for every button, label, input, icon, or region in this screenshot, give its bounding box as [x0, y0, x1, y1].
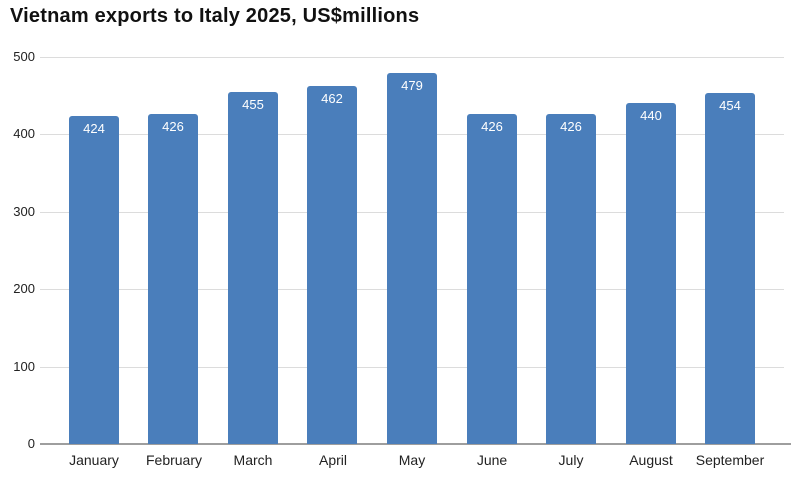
- bar-august[interactable]: 440: [626, 103, 676, 444]
- bar-value-label: 426: [481, 119, 503, 134]
- bar-january[interactable]: 424: [69, 116, 119, 444]
- bar-value-label: 426: [162, 119, 184, 134]
- x-axis-label-august: August: [629, 452, 673, 468]
- y-axis-label-100: 100: [13, 359, 35, 374]
- bar-may[interactable]: 479: [387, 73, 437, 444]
- x-axis-label-september: September: [695, 452, 765, 468]
- chart-title: Vietnam exports to Italy 2025, US$millio…: [10, 5, 420, 27]
- bar-value-label: 479: [401, 78, 423, 93]
- bar-february[interactable]: 426: [148, 114, 198, 444]
- x-axis-label-april: April: [318, 452, 347, 468]
- bar-value-label: 454: [719, 98, 741, 113]
- bar-value-label: 424: [83, 121, 105, 136]
- x-axis-baseline: [40, 443, 791, 445]
- bar-value-label: 455: [242, 97, 264, 112]
- x-axis-label-july: July: [558, 452, 584, 468]
- x-axis-label-march: March: [233, 452, 273, 468]
- bar-july[interactable]: 426: [546, 114, 596, 444]
- bar-april[interactable]: 462: [307, 86, 357, 444]
- x-axis-label-january: January: [69, 452, 119, 468]
- gridline-500: [40, 57, 784, 58]
- bar-value-label: 426: [560, 119, 582, 134]
- y-axis-label-300: 300: [13, 204, 35, 219]
- x-axis-label-may: May: [398, 452, 426, 468]
- bar-value-label: 462: [321, 91, 343, 106]
- bar-june[interactable]: 426: [467, 114, 517, 444]
- y-axis-label-400: 400: [13, 126, 35, 141]
- y-axis-label-500: 500: [13, 49, 35, 64]
- bar-march[interactable]: 455: [228, 92, 278, 444]
- bar-value-label: 440: [640, 108, 662, 123]
- bar-september[interactable]: 454: [705, 93, 755, 444]
- x-axis-label-june: June: [476, 452, 508, 468]
- y-axis-label-0: 0: [27, 436, 35, 451]
- x-axis-label-february: February: [145, 452, 203, 468]
- y-axis-label-200: 200: [13, 281, 35, 296]
